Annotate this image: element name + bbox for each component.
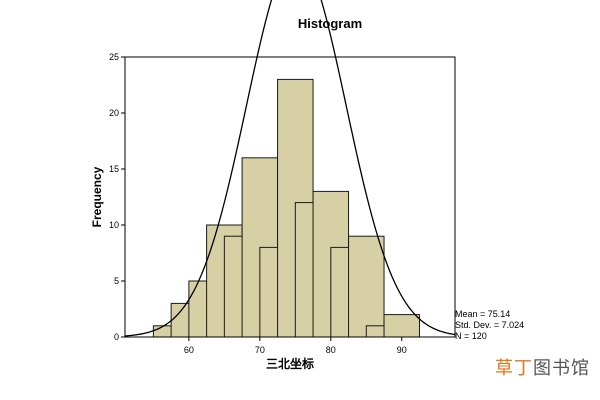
x-axis-title: 三北坐标 — [266, 356, 314, 371]
y-tick-label: 15 — [109, 164, 119, 174]
x-tick-label: 70 — [255, 345, 265, 355]
x-tick-label: 90 — [397, 345, 407, 355]
x-tick-label: 80 — [326, 345, 336, 355]
x-tick-label: 60 — [184, 345, 194, 355]
watermark-text: 图书馆 — [533, 358, 590, 379]
histogram-bar — [383, 314, 421, 338]
watermark-accent: 草丁 — [495, 358, 533, 379]
bars-group — [152, 78, 421, 338]
std-dev-stat: Std. Dev. = 7.024 — [455, 320, 524, 330]
n-stat: N = 120 — [455, 331, 487, 341]
x-axis: 60 70 80 90 — [184, 337, 407, 355]
normal-curve — [124, 0, 456, 337]
plot-frame — [124, 56, 456, 338]
watermark-logo: 草丁图书馆 — [495, 354, 590, 380]
y-axis-title: Frequency — [90, 166, 104, 227]
mean-stat: Mean = 75.14 — [455, 309, 510, 319]
chart-title: Histogram — [298, 16, 362, 31]
histogram-bar — [348, 235, 385, 338]
y-tick-label: 5 — [114, 276, 119, 286]
y-tick-label: 10 — [109, 220, 119, 230]
y-tick-label: 20 — [109, 108, 119, 118]
y-tick-label: 0 — [114, 332, 119, 342]
y-axis: 0 5 10 15 20 25 — [109, 52, 125, 342]
y-tick-label: 25 — [109, 52, 119, 62]
